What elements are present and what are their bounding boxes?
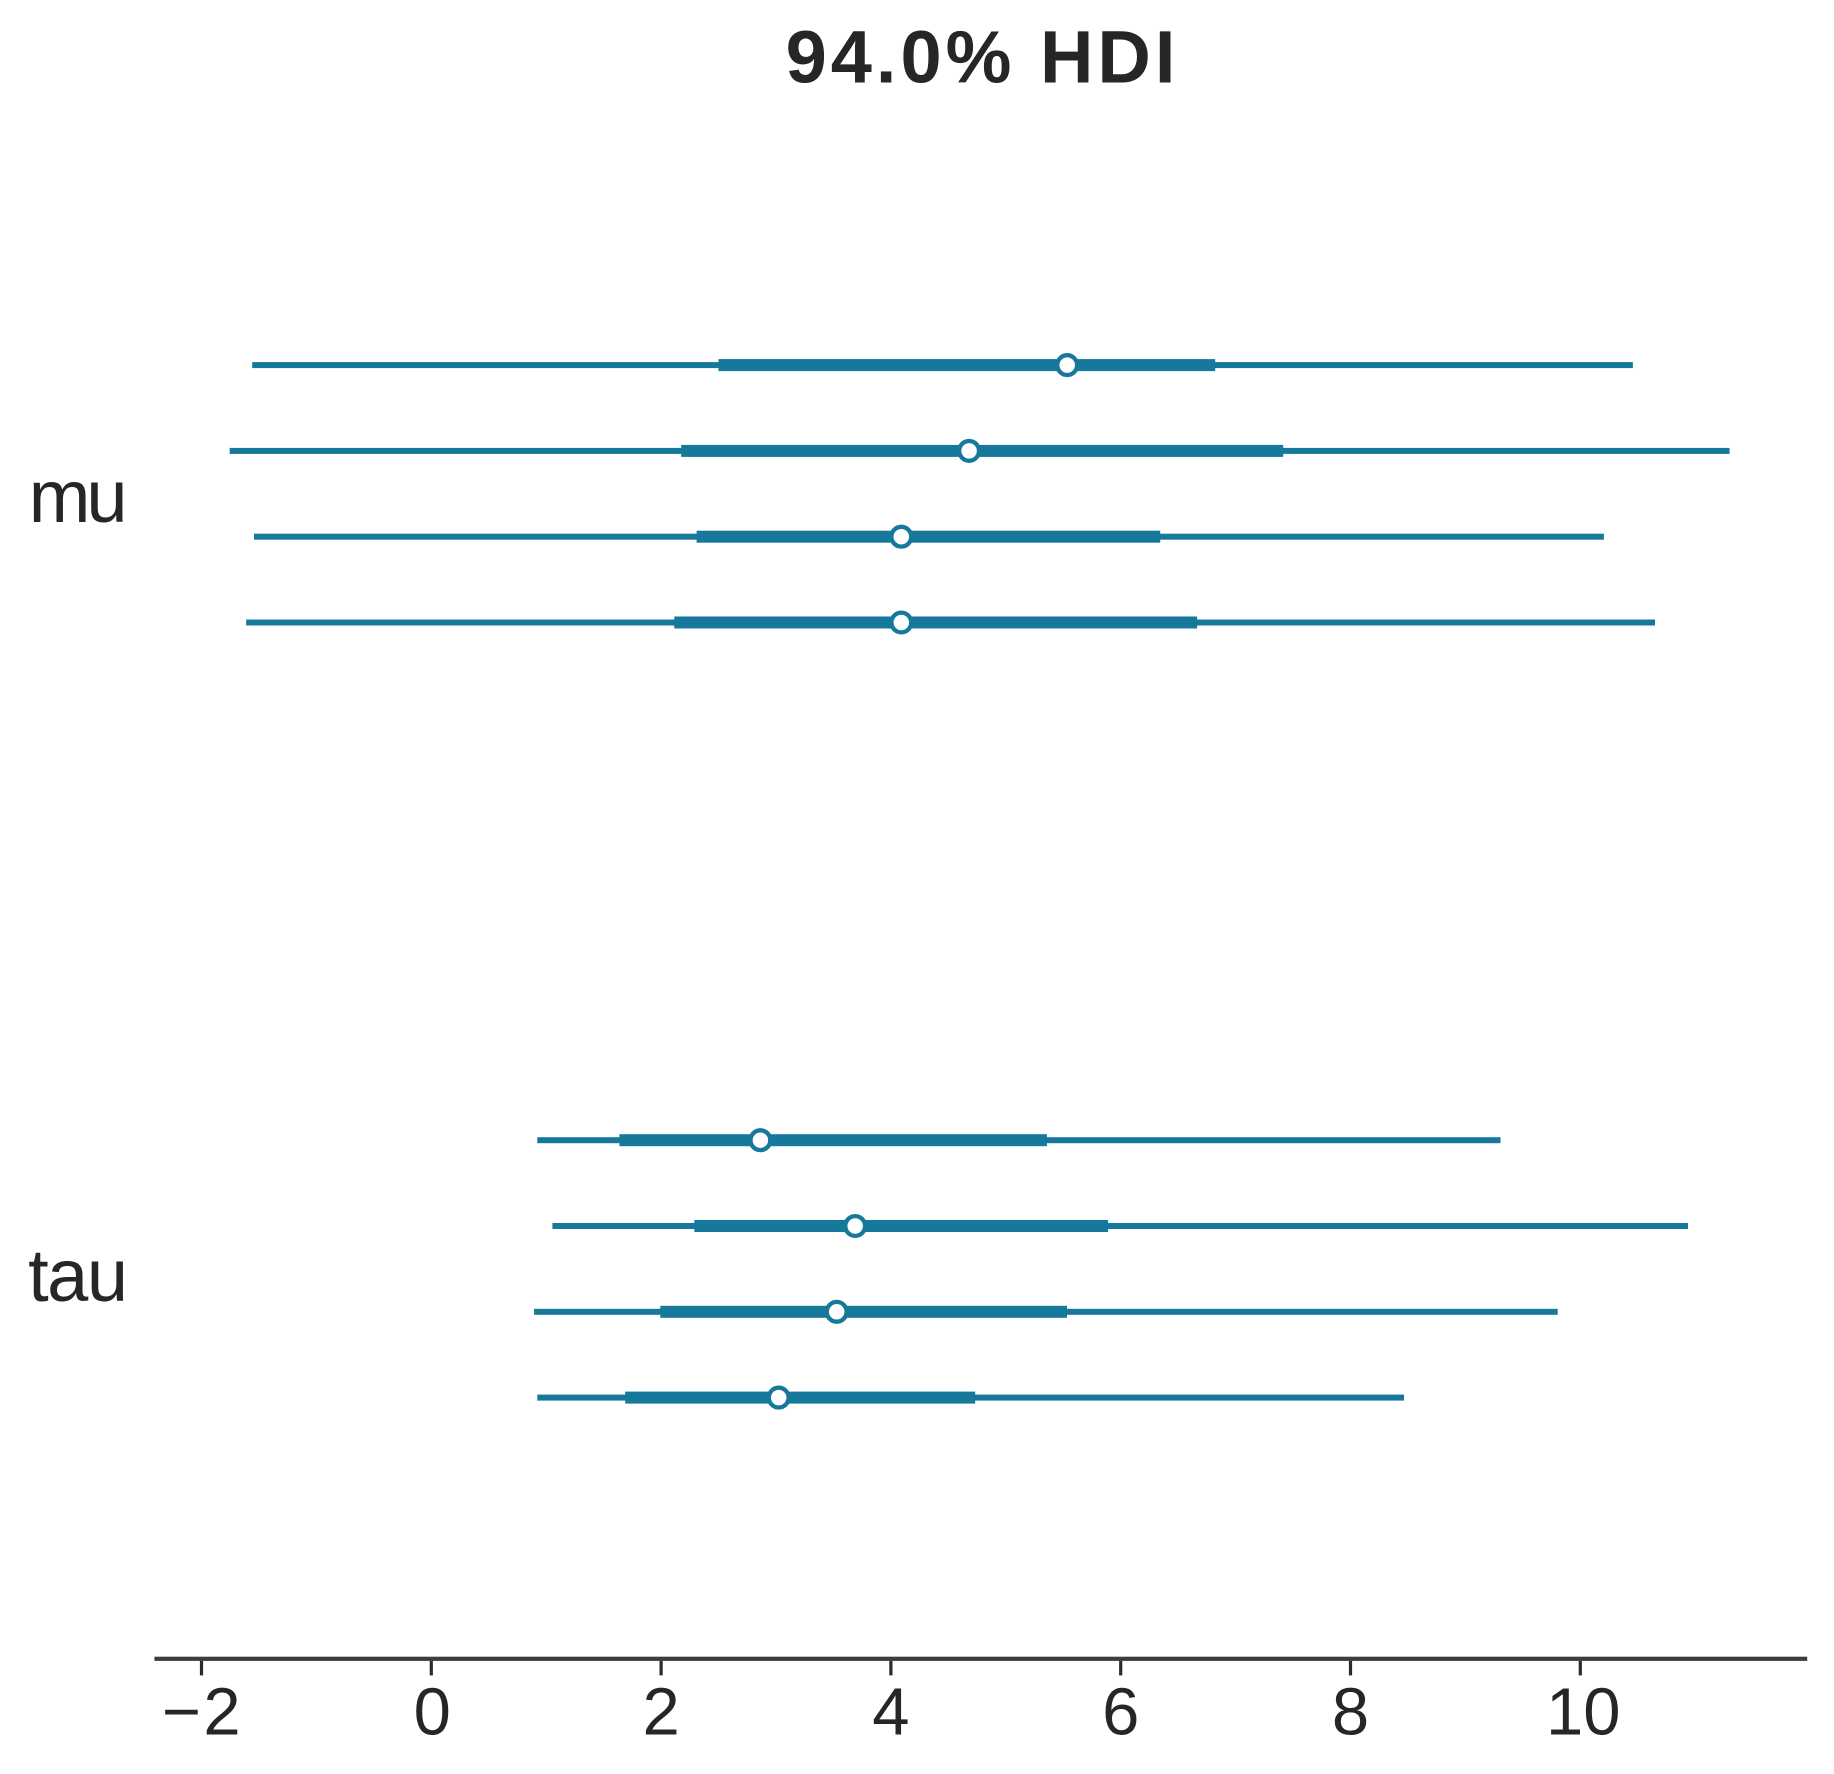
svg-text:4: 4 xyxy=(872,1675,909,1750)
svg-text:0: 0 xyxy=(414,1675,451,1750)
svg-text:10: 10 xyxy=(1546,1675,1621,1750)
svg-text:−2: −2 xyxy=(162,1675,243,1750)
svg-text:94.0% HDI: 94.0% HDI xyxy=(786,16,1180,99)
svg-text:6: 6 xyxy=(1102,1675,1139,1750)
svg-text:8: 8 xyxy=(1332,1675,1369,1750)
svg-text:mu: mu xyxy=(29,455,124,538)
svg-text:2: 2 xyxy=(642,1675,679,1750)
svg-text:tau: tau xyxy=(28,1234,126,1317)
